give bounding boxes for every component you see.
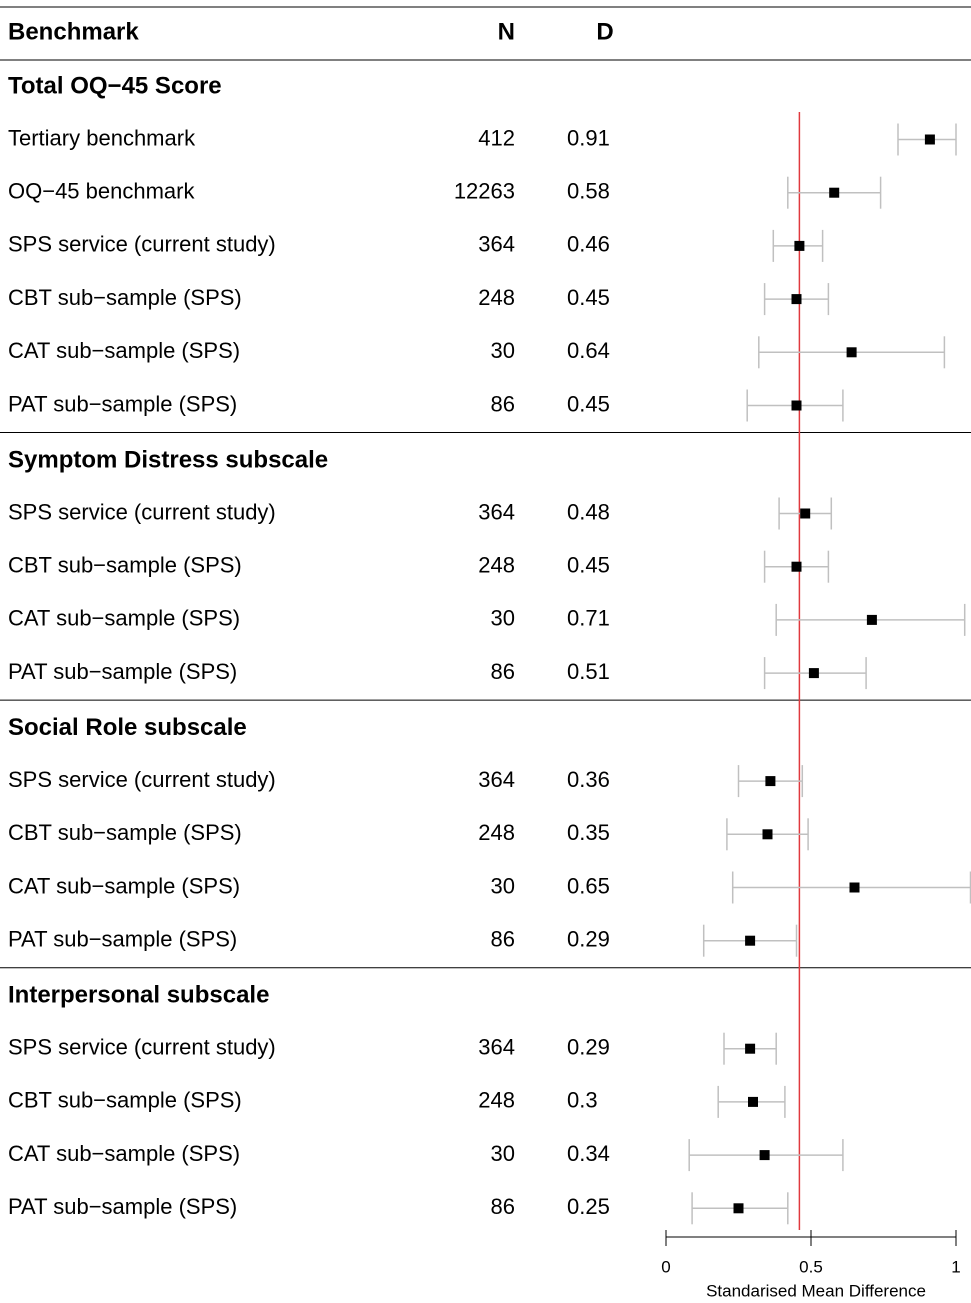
- point-estimate: [759, 1150, 770, 1161]
- x-tick-label: 0: [661, 1257, 670, 1276]
- n-value: 30: [491, 873, 515, 898]
- n-value: 30: [491, 1141, 515, 1166]
- row-label: PAT sub−sample (SPS): [8, 391, 237, 416]
- row-label: OQ−45 benchmark: [8, 179, 195, 204]
- group-title: Symptom Distress subscale: [8, 446, 328, 473]
- d-value: 0.45: [567, 391, 610, 416]
- d-value: 0.64: [567, 338, 610, 363]
- d-value: 0.91: [567, 125, 610, 150]
- column-header: N: [498, 18, 515, 45]
- point-estimate: [791, 294, 802, 305]
- column-header: D: [596, 18, 613, 45]
- n-value: 86: [491, 659, 515, 684]
- n-value: 364: [478, 499, 515, 524]
- point-estimate: [791, 561, 802, 572]
- group-title: Interpersonal subscale: [8, 982, 269, 1009]
- row-label: CBT sub−sample (SPS): [8, 553, 242, 578]
- d-value: 0.45: [567, 285, 610, 310]
- point-estimate: [745, 935, 756, 946]
- row-label: PAT sub−sample (SPS): [8, 1194, 237, 1219]
- row-label: SPS service (current study): [8, 499, 276, 524]
- n-value: 30: [491, 606, 515, 631]
- point-estimate: [846, 347, 857, 358]
- d-value: 0.29: [567, 927, 610, 952]
- x-tick-label: 1: [951, 1257, 960, 1276]
- x-tick-label: 0.5: [799, 1257, 823, 1276]
- n-value: 86: [491, 391, 515, 416]
- n-value: 248: [478, 820, 515, 845]
- row-label: PAT sub−sample (SPS): [8, 927, 237, 952]
- n-value: 248: [478, 553, 515, 578]
- n-value: 248: [478, 285, 515, 310]
- row-label: CAT sub−sample (SPS): [8, 606, 240, 631]
- d-value: 0.45: [567, 553, 610, 578]
- point-estimate: [794, 240, 805, 251]
- n-value: 412: [478, 125, 515, 150]
- row-label: Tertiary benchmark: [8, 125, 196, 150]
- point-estimate: [924, 134, 935, 145]
- n-value: 12263: [454, 179, 515, 204]
- row-label: CAT sub−sample (SPS): [8, 873, 240, 898]
- point-estimate: [762, 829, 773, 840]
- d-value: 0.34: [567, 1141, 610, 1166]
- x-axis-title: Standarised Mean Difference: [706, 1281, 926, 1300]
- d-value: 0.25: [567, 1194, 610, 1219]
- point-estimate: [748, 1096, 758, 1107]
- n-value: 364: [478, 767, 515, 792]
- row-label: SPS service (current study): [8, 232, 276, 257]
- point-estimate: [808, 668, 819, 679]
- n-value: 364: [478, 1035, 515, 1060]
- n-value: 86: [491, 927, 515, 952]
- n-value: 364: [478, 232, 515, 257]
- row-label: PAT sub−sample (SPS): [8, 659, 237, 684]
- d-value: 0.46: [567, 232, 610, 257]
- d-value: 0.71: [567, 606, 610, 631]
- point-estimate: [733, 1203, 744, 1214]
- group-title: Total OQ−45 Score: [8, 72, 222, 99]
- row-label: CBT sub−sample (SPS): [8, 820, 242, 845]
- d-value: 0.65: [567, 873, 610, 898]
- row-label: CBT sub−sample (SPS): [8, 1088, 242, 1113]
- row-label: SPS service (current study): [8, 767, 276, 792]
- row-label: SPS service (current study): [8, 1035, 276, 1060]
- n-value: 30: [491, 338, 515, 363]
- d-value: 0.3: [567, 1088, 598, 1113]
- d-value: 0.48: [567, 499, 610, 524]
- d-value: 0.36: [567, 767, 610, 792]
- d-value: 0.58: [567, 179, 610, 204]
- n-value: 86: [491, 1194, 515, 1219]
- group-title: Social Role subscale: [8, 714, 247, 741]
- point-estimate: [765, 776, 776, 787]
- row-label: CAT sub−sample (SPS): [8, 338, 240, 363]
- d-value: 0.29: [567, 1035, 610, 1060]
- point-estimate: [800, 508, 811, 519]
- point-estimate: [829, 187, 840, 198]
- n-value: 248: [478, 1088, 515, 1113]
- row-label: CBT sub−sample (SPS): [8, 285, 242, 310]
- point-estimate: [849, 882, 860, 893]
- row-label: CAT sub−sample (SPS): [8, 1141, 240, 1166]
- d-value: 0.35: [567, 820, 610, 845]
- point-estimate: [866, 614, 877, 625]
- point-estimate: [745, 1043, 756, 1054]
- d-value: 0.51: [567, 659, 610, 684]
- column-header: Benchmark: [8, 18, 139, 45]
- point-estimate: [791, 400, 802, 411]
